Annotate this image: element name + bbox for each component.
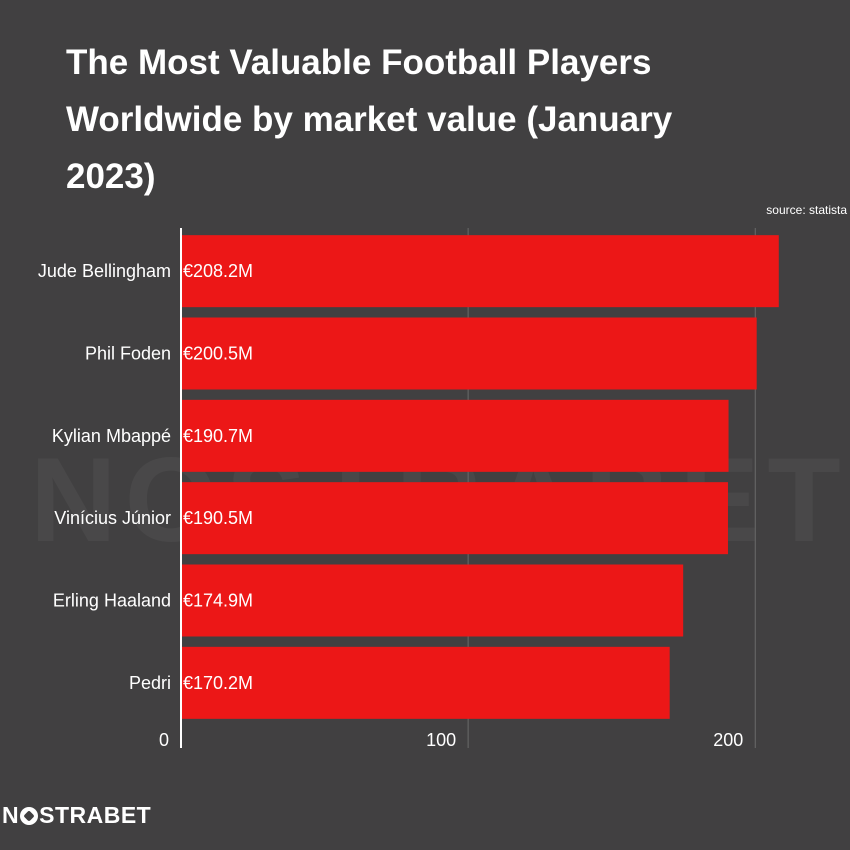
value-label: €170.2M: [183, 673, 253, 693]
brand-logo[interactable]: N STRABET: [2, 802, 151, 829]
category-label: Vinícius Júnior: [54, 508, 171, 528]
bar-0: [181, 235, 779, 308]
bar-1: [181, 317, 757, 390]
logo-text-end: STRABET: [39, 802, 152, 828]
x-tick-label: 0: [159, 730, 169, 750]
bar-4: [181, 564, 684, 637]
category-label: Phil Foden: [85, 344, 171, 364]
chart-title: The Most Valuable Football Players World…: [66, 43, 673, 196]
football-icon: [20, 807, 39, 825]
category-label: Pedri: [129, 673, 171, 693]
x-tick-label: 200: [713, 730, 743, 750]
logo-text-start: N: [2, 802, 20, 828]
category-label: Erling Haaland: [53, 591, 171, 611]
x-tick-label: 100: [426, 730, 456, 750]
category-label: Jude Bellingham: [38, 261, 171, 281]
category-label: Kylian Mbappé: [52, 426, 171, 446]
bar-2: [181, 399, 729, 472]
value-label: €174.9M: [183, 591, 253, 611]
bar-3: [181, 482, 728, 555]
source-label: source: statista: [766, 203, 847, 217]
value-label: €208.2M: [183, 261, 253, 281]
value-label: €200.5M: [183, 344, 253, 364]
bar-5: [181, 646, 670, 719]
value-label: €190.5M: [183, 508, 253, 528]
value-label: €190.7M: [183, 426, 253, 446]
